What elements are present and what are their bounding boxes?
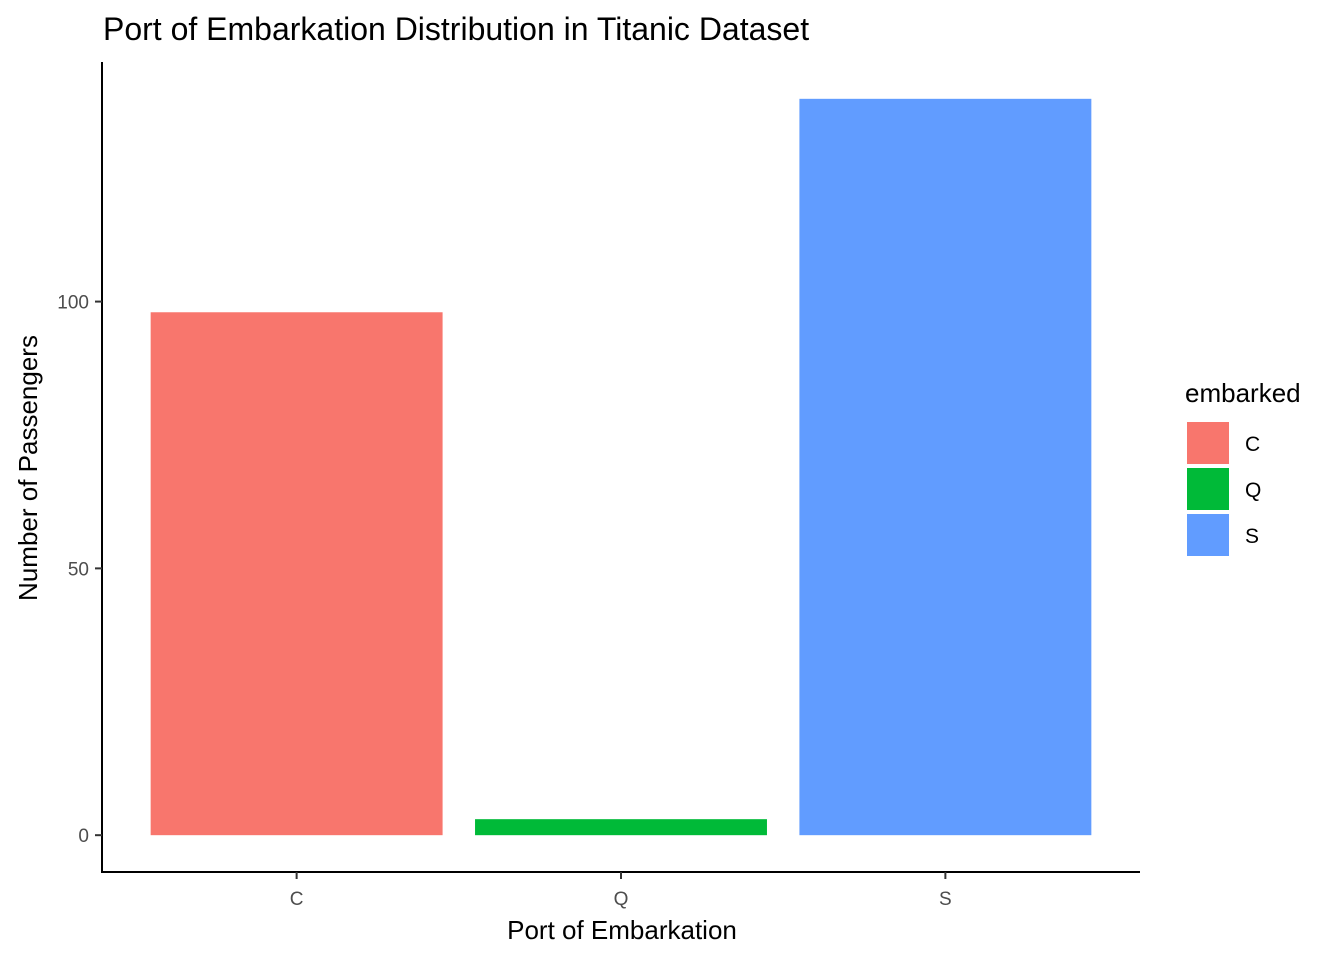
y-tick-label: 50 <box>68 559 89 580</box>
y-axis-title: Number of Passengers <box>13 335 43 601</box>
bars-group <box>150 98 1092 836</box>
x-tick-label: C <box>290 889 304 910</box>
x-tick-label: Q <box>614 889 629 910</box>
legend-key-q <box>1187 468 1229 510</box>
bar-c <box>150 312 443 836</box>
x-tick-label: S <box>939 889 952 910</box>
legend-key-s <box>1187 514 1229 556</box>
y-tick-label: 0 <box>78 826 89 847</box>
chart-title: Port of Embarkation Distribution in Tita… <box>103 11 809 47</box>
legend-title: embarked <box>1185 378 1301 408</box>
legend: embarked CQS <box>1185 378 1301 556</box>
legend-items: CQS <box>1187 422 1261 556</box>
legend-key-c <box>1187 422 1229 464</box>
legend-label-s: S <box>1245 525 1259 548</box>
legend-label-c: C <box>1245 433 1260 456</box>
legend-label-q: Q <box>1245 479 1261 502</box>
y-ticks-group: 0 50 100 <box>57 293 102 847</box>
bar-s <box>799 98 1092 836</box>
bar-q <box>475 819 767 836</box>
x-axis-title: Port of Embarkation <box>507 915 737 945</box>
y-tick-label: 100 <box>57 293 89 314</box>
